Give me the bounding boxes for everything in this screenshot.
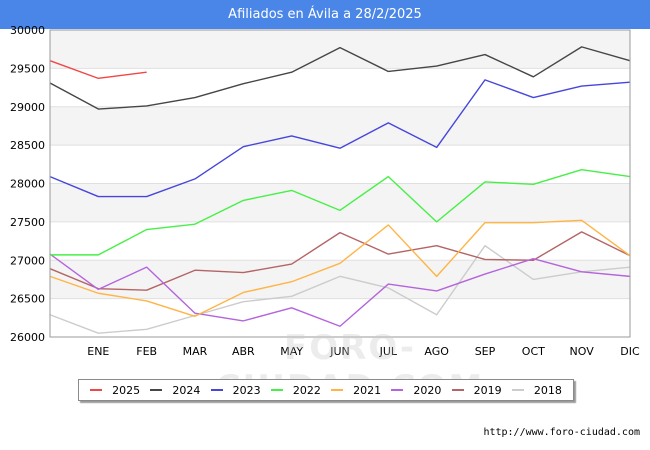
legend-label: 2019 [473,383,502,397]
legend-item-2022: 2022 [270,383,321,397]
plot-frame [49,29,631,338]
y-tick-label: 28000 [10,178,45,191]
chart-title: Afiliados en Ávila a 28/2/2025 [0,0,650,29]
legend-label: 2024 [172,383,201,397]
plot-band [50,298,630,337]
legend-item-2020: 2020 [391,384,441,397]
series-line-2022 [50,168,631,256]
plot-band [50,260,630,299]
y-tick-label: 27500 [10,216,45,229]
plot-band [50,30,630,69]
x-tick-label: AGO [424,345,449,358]
legend-item-2021: 2021 [331,384,381,397]
legend-swatch [150,389,163,391]
series-line-2019 [49,231,631,291]
x-tick-label: MAR [183,345,208,358]
x-axis-tick-labels: ENE FEB MAR ABR MAY JUN JUL AGO SEP OCT NOV DIC [87,345,640,358]
legend-swatch [451,389,464,391]
x-tick-label: JUN [329,345,350,358]
x-tick-label: OCT [522,345,545,358]
legend-item-2018: 2018 [511,383,562,397]
legend-swatch [90,389,103,391]
legend-item-2024: 2024 [150,384,200,397]
x-tick-label: FEB [136,345,157,358]
legend-swatch [210,389,223,391]
series-line-2021 [49,219,631,317]
legend-label: 2018 [533,383,562,397]
series-line-2025 [49,60,147,80]
y-tick-label: 26000 [10,331,45,344]
x-tick-label: JUL [379,345,398,358]
y-axis-tick-labels: 26000 26500 27000 27500 28000 28500 29000 29500… [10,24,45,344]
y-tick-label: 26500 [10,293,45,306]
x-tick-label: NOV [570,345,595,358]
series-line-2024 [49,46,631,110]
y-tick-label: 28500 [10,139,45,152]
legend-item-2019: 2019 [451,383,502,397]
legend-swatch [270,389,283,391]
legend-label: 2021 [353,383,382,397]
legend-label: 2020 [413,383,442,397]
legend-item-2025: 2025 [90,384,140,397]
plot-band [50,183,630,222]
y-tick-label: 29500 [10,62,45,75]
x-tick-label: MAY [280,345,303,358]
legend-label: 2023 [232,383,261,397]
legend-item-2023: 2023 [210,383,261,397]
legend-label: 2022 [292,383,321,397]
axes [49,29,631,338]
legend: 2025 2024 2023 2022 2021 2020 2019 2018 [78,379,574,401]
plot-band [50,68,630,107]
y-tick-label: 30000 [10,24,45,37]
source-url: http://www.foro-ciudad.com [483,427,640,438]
plot-band [50,221,630,261]
series-line-2018 [49,244,631,334]
series-line-2023 [49,79,631,198]
legend-label: 2025 [112,383,141,397]
y-tick-label: 27000 [10,254,45,267]
y-tick-label: 29000 [10,101,45,114]
plot-band [50,145,630,184]
x-tick-label: DIC [620,345,640,358]
legend-swatch [511,389,524,391]
legend-swatch [331,389,344,391]
series-lines [49,46,631,334]
plot-band [50,106,630,146]
x-tick-label: SEP [475,345,496,358]
x-tick-label: ENE [87,345,109,358]
series-line-2020 [49,253,631,327]
plot-bands [50,30,630,337]
legend-swatch [391,389,404,391]
x-tick-label: ABR [232,345,255,358]
